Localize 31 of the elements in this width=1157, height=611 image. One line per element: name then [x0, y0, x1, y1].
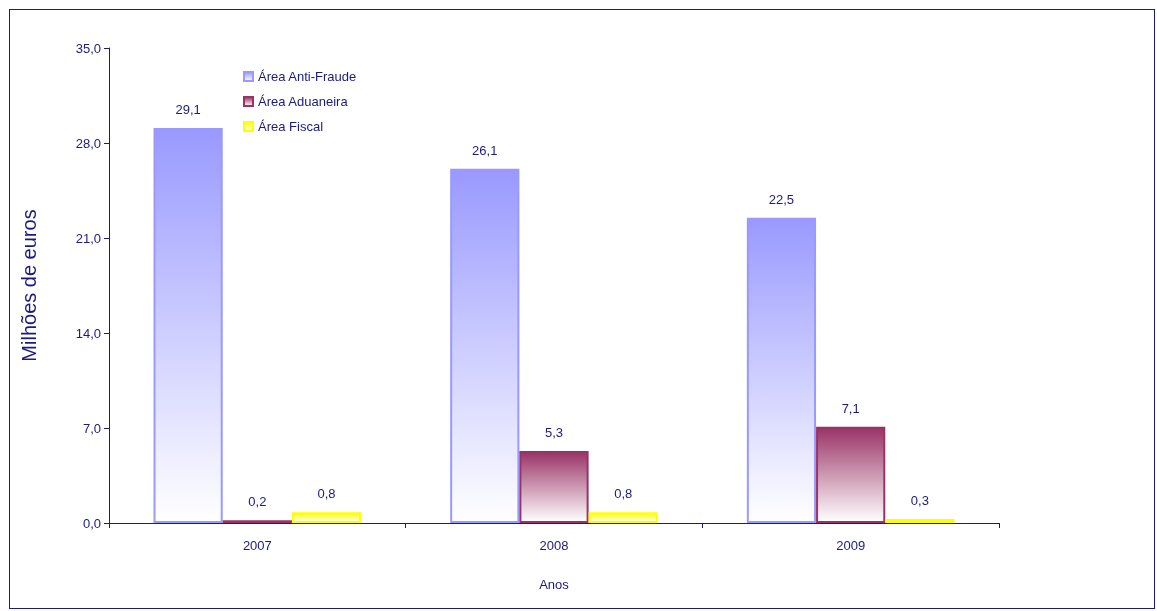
bar	[746, 217, 817, 523]
data-label: 29,1	[175, 102, 201, 118]
x-axis-title: Anos	[539, 577, 570, 592]
x-tick-label: 2009	[836, 538, 866, 553]
y-tick-label: 28,0	[75, 135, 101, 151]
bar	[519, 451, 589, 523]
data-label: 7,1	[841, 400, 860, 416]
data-label: 22,5	[768, 191, 795, 207]
data-label: 0,2	[248, 494, 267, 510]
data-label: 5,3	[544, 425, 564, 441]
data-label: 0,3	[910, 492, 929, 508]
data-label: 0,8	[614, 486, 633, 502]
bar	[816, 426, 886, 523]
y-axis-title: Milhões de euros	[18, 209, 40, 362]
data-label: 26,1	[472, 142, 498, 158]
legend-label: Área Anti-Fraude	[258, 69, 357, 84]
x-tick-label: 2008	[539, 538, 569, 553]
x-tick-label: 2007	[242, 538, 272, 553]
legend-label: Área Aduaneira	[258, 94, 349, 109]
bar	[885, 518, 955, 523]
y-tick-label: 14,0	[75, 325, 101, 341]
bar	[588, 512, 658, 523]
y-tick-label: 0,0	[82, 515, 101, 531]
data-label: 0,8	[317, 486, 336, 502]
y-tick-label: 7,0	[82, 420, 101, 436]
bar	[291, 512, 362, 523]
y-tick-label: 35,0	[75, 40, 101, 56]
bar	[153, 128, 223, 523]
legend-label: Área Fiscal	[258, 119, 324, 134]
y-tick-label: 21,0	[75, 230, 101, 246]
bar	[450, 168, 520, 523]
